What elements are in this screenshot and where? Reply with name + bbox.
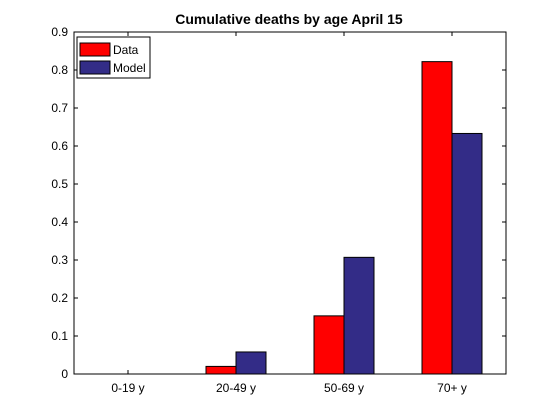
y-tick-label: 0 (61, 367, 68, 381)
legend-label-model: Model (113, 61, 146, 75)
legend-label-data: Data (113, 43, 139, 57)
y-tick-label: 0.6 (51, 139, 68, 153)
y-tick-label: 0.5 (51, 177, 68, 191)
y-tick-label: 0.4 (51, 215, 68, 229)
y-axis: 0 0.1 0.2 0.3 0.4 0.5 0.6 0.7 0.8 0.9 (51, 25, 506, 381)
legend-swatch-model (79, 60, 111, 75)
y-tick-label: 0.2 (51, 291, 68, 305)
y-tick-label: 0.1 (51, 329, 68, 343)
bar-data-2 (313, 315, 345, 375)
y-tick-label: 0.7 (51, 101, 68, 115)
y-tick-label: 0.9 (51, 25, 68, 39)
bar-data-1 (205, 365, 237, 375)
y-tick-label: 0.8 (51, 63, 68, 77)
chart-title: Cumulative deaths by age April 15 (175, 11, 403, 27)
bar-model-2 (343, 256, 375, 375)
bar-data-3 (421, 61, 453, 375)
x-tick-label: 70+ y (437, 381, 467, 395)
x-tick-label: 20-49 y (216, 381, 256, 395)
x-axis: 0-19 y 20-49 y 50-69 y 70+ y (111, 32, 467, 395)
legend-swatch-data (79, 42, 111, 57)
y-tick-label: 0.3 (51, 253, 68, 267)
bar-model-3 (451, 132, 483, 375)
plot-area-frame (73, 31, 507, 375)
bars-group (205, 61, 483, 375)
bar-model-1 (235, 351, 267, 375)
x-tick-label: 50-69 y (324, 381, 364, 395)
legend: Data Model (76, 36, 151, 79)
x-tick-label: 0-19 y (111, 381, 144, 395)
